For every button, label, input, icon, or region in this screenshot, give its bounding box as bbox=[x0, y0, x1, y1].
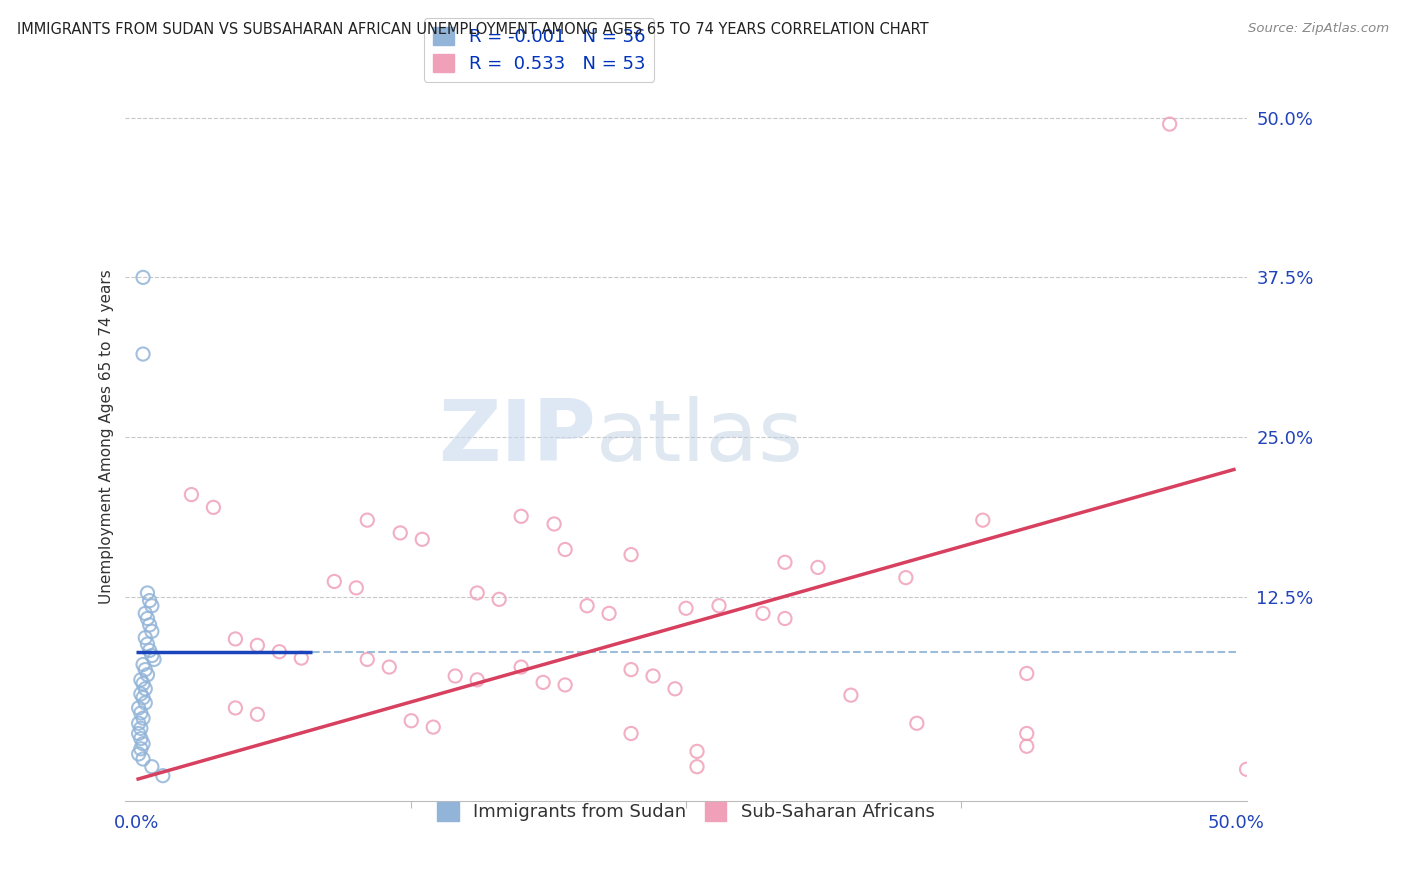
Point bbox=[356, 513, 378, 527]
Point bbox=[620, 548, 643, 562]
Point bbox=[707, 599, 730, 613]
Point bbox=[972, 513, 994, 527]
Point bbox=[543, 516, 565, 531]
Point bbox=[675, 601, 697, 615]
Text: Source: ZipAtlas.com: Source: ZipAtlas.com bbox=[1249, 22, 1389, 36]
Point bbox=[664, 681, 686, 696]
Text: ZIP: ZIP bbox=[439, 395, 596, 479]
Point bbox=[554, 542, 576, 557]
Point bbox=[138, 643, 160, 657]
Point bbox=[344, 581, 367, 595]
Point bbox=[246, 638, 269, 652]
Point bbox=[598, 607, 620, 621]
Point bbox=[138, 593, 160, 607]
Point bbox=[134, 681, 156, 696]
Point bbox=[531, 675, 554, 690]
Point bbox=[152, 769, 174, 783]
Point bbox=[134, 631, 156, 645]
Point bbox=[132, 347, 155, 361]
Point bbox=[129, 722, 152, 736]
Point bbox=[510, 660, 533, 674]
Point bbox=[128, 726, 150, 740]
Point bbox=[129, 706, 152, 720]
Point bbox=[132, 270, 155, 285]
Point bbox=[224, 701, 246, 715]
Text: atlas: atlas bbox=[596, 395, 804, 479]
Point bbox=[141, 624, 163, 639]
Point bbox=[411, 533, 433, 547]
Point bbox=[128, 701, 150, 715]
Point bbox=[894, 571, 917, 585]
Point bbox=[807, 560, 830, 574]
Point bbox=[1015, 666, 1038, 681]
Point bbox=[1236, 762, 1258, 776]
Point bbox=[444, 669, 467, 683]
Point bbox=[465, 586, 488, 600]
Point bbox=[224, 632, 246, 646]
Point bbox=[378, 660, 401, 674]
Point bbox=[129, 687, 152, 701]
Point bbox=[620, 726, 643, 740]
Point bbox=[389, 525, 412, 540]
Point bbox=[132, 657, 155, 672]
Point bbox=[1159, 117, 1181, 131]
Point bbox=[422, 720, 444, 734]
Point bbox=[132, 676, 155, 690]
Point bbox=[136, 637, 159, 651]
Point bbox=[134, 696, 156, 710]
Point bbox=[399, 714, 422, 728]
Point bbox=[202, 500, 225, 515]
Point bbox=[128, 716, 150, 731]
Point bbox=[905, 716, 928, 731]
Point bbox=[136, 611, 159, 625]
Point bbox=[839, 688, 862, 702]
Point bbox=[141, 599, 163, 613]
Point bbox=[323, 574, 346, 589]
Point bbox=[1015, 739, 1038, 754]
Point bbox=[620, 663, 643, 677]
Point bbox=[141, 760, 163, 774]
Point bbox=[132, 737, 155, 751]
Point bbox=[143, 652, 166, 666]
Point bbox=[246, 707, 269, 722]
Point bbox=[138, 618, 160, 632]
Point bbox=[773, 611, 796, 625]
Point bbox=[128, 747, 150, 761]
Point bbox=[686, 760, 709, 774]
Point bbox=[752, 607, 775, 621]
Point bbox=[269, 645, 291, 659]
Point bbox=[554, 678, 576, 692]
Point bbox=[132, 690, 155, 705]
Point bbox=[129, 731, 152, 746]
Point bbox=[136, 667, 159, 681]
Point bbox=[641, 669, 664, 683]
Point bbox=[134, 663, 156, 677]
Point bbox=[488, 592, 510, 607]
Point bbox=[132, 711, 155, 725]
Point bbox=[686, 744, 709, 758]
Point bbox=[180, 487, 202, 501]
Text: IMMIGRANTS FROM SUDAN VS SUBSAHARAN AFRICAN UNEMPLOYMENT AMONG AGES 65 TO 74 YEA: IMMIGRANTS FROM SUDAN VS SUBSAHARAN AFRI… bbox=[17, 22, 928, 37]
Point bbox=[1015, 726, 1038, 740]
Point bbox=[129, 741, 152, 756]
Point bbox=[465, 673, 488, 687]
Point bbox=[141, 648, 163, 663]
Point bbox=[134, 607, 156, 621]
Point bbox=[576, 599, 599, 613]
Y-axis label: Unemployment Among Ages 65 to 74 years: Unemployment Among Ages 65 to 74 years bbox=[100, 269, 114, 605]
Legend: Immigrants from Sudan, Sub-Saharan Africans: Immigrants from Sudan, Sub-Saharan Afric… bbox=[430, 795, 942, 829]
Point bbox=[290, 651, 312, 665]
Point bbox=[356, 652, 378, 666]
Point bbox=[510, 509, 533, 524]
Point bbox=[136, 586, 159, 600]
Point bbox=[129, 673, 152, 687]
Point bbox=[132, 752, 155, 766]
Point bbox=[773, 555, 796, 569]
